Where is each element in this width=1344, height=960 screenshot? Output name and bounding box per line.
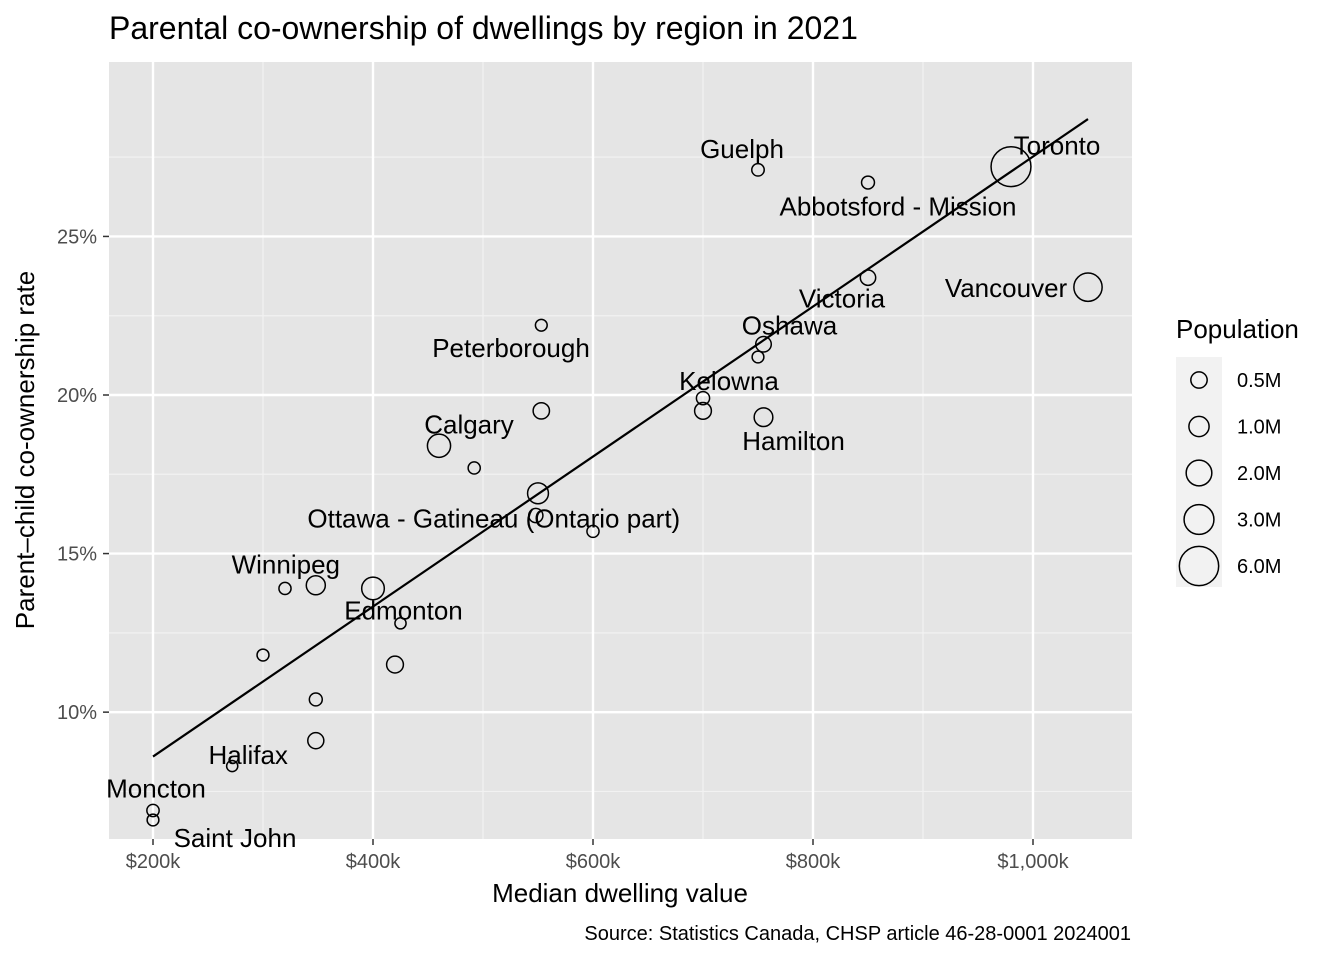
legend-label: 2.0M xyxy=(1237,463,1281,485)
points-group xyxy=(146,145,1103,827)
data-point xyxy=(534,318,548,332)
data-point xyxy=(990,145,1032,188)
x-tick-label: $400k xyxy=(346,851,401,873)
point-label: Moncton xyxy=(106,773,206,803)
gridlines xyxy=(109,62,1132,839)
point-label: Edmonton xyxy=(344,595,463,625)
x-tick-label: $1,000k xyxy=(997,851,1069,873)
point-label: Oshawa xyxy=(742,310,838,340)
trend-line xyxy=(152,118,1089,758)
plot-panel xyxy=(109,62,1132,839)
legend-key-circle xyxy=(1183,503,1215,536)
data-point xyxy=(754,335,773,353)
point-label: Calgary xyxy=(424,410,514,440)
data-point xyxy=(256,648,270,662)
point-label: Hamilton xyxy=(742,426,845,456)
legend-label: 3.0M xyxy=(1237,510,1281,532)
point-label: Saint John xyxy=(174,823,297,853)
point-label: Vancouver xyxy=(945,273,1068,303)
x-axis-title: Median dwelling value xyxy=(492,878,748,908)
data-point xyxy=(526,482,550,505)
trend-line-group xyxy=(152,118,1089,758)
data-point xyxy=(753,407,774,428)
point-labels-group: Toronto Guelph Abbotsford - Mission Vancouv… xyxy=(106,131,1100,853)
data-point xyxy=(467,461,482,475)
point-label: Ottawa - Gatineau (Ontario part) xyxy=(307,504,680,534)
data-point xyxy=(860,175,876,190)
data-point xyxy=(225,759,239,773)
y-tick-label: 25% xyxy=(57,226,97,248)
data-point xyxy=(307,731,325,750)
x-tick-label: $600k xyxy=(566,851,621,873)
data-point xyxy=(146,813,160,827)
data-point xyxy=(532,401,551,420)
point-label: Kelowna xyxy=(679,366,779,396)
point-label: Guelph xyxy=(700,134,784,164)
data-point xyxy=(527,507,544,524)
point-label: Peterborough xyxy=(432,333,590,363)
source-caption: Source: Statistics Canada, CHSP article … xyxy=(584,923,1131,945)
legend-key-circle xyxy=(1190,371,1208,389)
data-point xyxy=(394,617,407,630)
data-point xyxy=(693,401,713,421)
data-point xyxy=(426,433,452,459)
point-label: Halifax xyxy=(208,740,287,770)
y-tick-label: 15% xyxy=(57,544,97,566)
legend-key-background xyxy=(1176,357,1222,587)
data-point xyxy=(751,162,765,177)
data-point xyxy=(385,655,405,674)
point-label: Abbotsford - Mission xyxy=(780,192,1017,222)
data-point xyxy=(146,803,160,818)
legend-key-circle xyxy=(1185,459,1213,487)
x-axis: $200k $400k $600k $800k $1,000k xyxy=(126,839,1070,873)
y-tick-label: 20% xyxy=(57,385,97,407)
y-tick-label: 10% xyxy=(57,702,97,724)
x-tick-label: $200k xyxy=(126,851,181,873)
point-label: Victoria xyxy=(799,284,886,314)
x-tick-label: $800k xyxy=(786,851,841,873)
y-axis-title: Parent–child co-ownership rate xyxy=(10,271,40,629)
point-label: Winnipeg xyxy=(232,549,340,579)
data-point xyxy=(360,576,386,601)
y-axis: 10% 15% 20% 25% xyxy=(57,226,109,724)
legend-key-circle xyxy=(1188,415,1210,438)
chart-title: Parental co-ownership of dwellings by re… xyxy=(109,10,858,46)
legend-key-circle xyxy=(1178,545,1220,587)
data-point xyxy=(308,692,324,707)
legend-label: 1.0M xyxy=(1237,417,1281,439)
data-point xyxy=(305,575,327,596)
data-point xyxy=(695,390,711,406)
data-point xyxy=(586,524,600,539)
point-label: Toronto xyxy=(1014,131,1101,161)
legend-title: Population xyxy=(1176,314,1299,344)
data-point xyxy=(859,269,877,287)
legend-label: 0.5M xyxy=(1237,370,1281,392)
size-legend: Population 0.5M 1.0M 2.0M 3.0M 6.0M xyxy=(1176,314,1299,587)
legend-label: 6.0M xyxy=(1237,556,1281,578)
data-point xyxy=(278,581,292,596)
data-point xyxy=(1073,272,1103,303)
data-point xyxy=(751,350,765,364)
